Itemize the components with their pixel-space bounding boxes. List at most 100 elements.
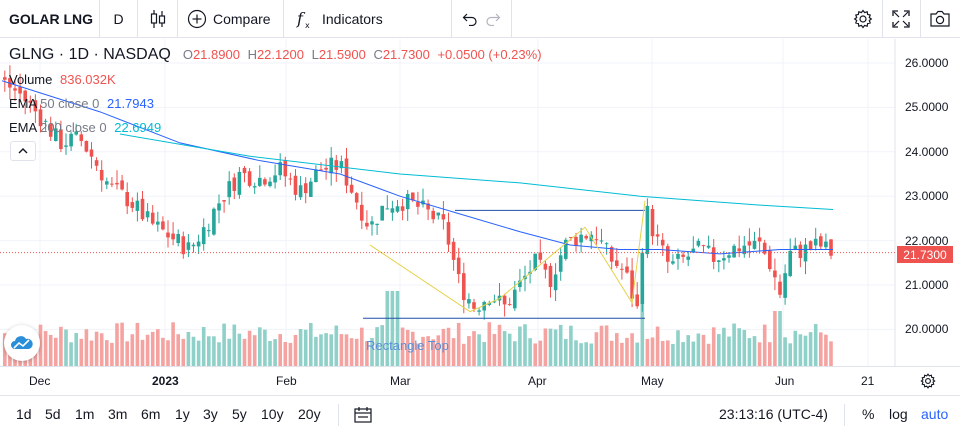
candle-body — [487, 302, 492, 305]
volume-bar — [711, 327, 716, 366]
volume-bar — [99, 333, 104, 366]
chart-legend: GLNG · 1D · NASDAQ O21.8900 H22.1200 L21… — [9, 46, 546, 64]
tradingview-logo[interactable] — [4, 325, 40, 361]
time-axis-label: Jun — [775, 374, 795, 388]
svg-text:x: x — [305, 21, 310, 29]
volume-bar — [365, 341, 369, 366]
volume-bar — [701, 334, 706, 366]
candle-body — [89, 149, 94, 157]
ema200-legend[interactable]: EMA 200 close 0 22.6949 — [9, 120, 162, 135]
range-3y[interactable]: 3y — [203, 406, 218, 422]
volume-bar — [186, 331, 191, 366]
volume-bar — [538, 340, 543, 366]
range-1y[interactable]: 1y — [175, 406, 190, 422]
volume-bar — [360, 327, 364, 366]
candle-body — [191, 244, 196, 247]
ema50-legend[interactable]: EMA 50 close 0 21.7943 — [9, 96, 154, 111]
candle-body — [120, 180, 124, 190]
volume-bar — [456, 322, 461, 366]
candle-body — [492, 301, 497, 303]
candle-body — [411, 192, 415, 201]
candle-body — [314, 169, 318, 183]
candle-body — [360, 204, 364, 221]
volume-bar — [742, 329, 747, 366]
compare-plus-icon — [187, 9, 207, 28]
range-1m[interactable]: 1m — [75, 406, 95, 422]
volume-bar — [502, 331, 507, 366]
volume-bar — [752, 336, 757, 366]
change-value: +0.0500 (+0.23%) — [437, 47, 542, 62]
percent-scale-toggle[interactable]: % — [862, 406, 875, 422]
candle-body — [273, 175, 277, 183]
candle-body — [74, 131, 78, 135]
fullscreen-button[interactable] — [882, 0, 920, 38]
volume-bar — [84, 329, 89, 366]
volume-bar — [64, 329, 68, 366]
candle-body — [615, 260, 619, 266]
volume-bar — [375, 327, 379, 366]
range-20y[interactable]: 20y — [298, 406, 321, 422]
volume-bar — [558, 324, 563, 366]
chart-type-button[interactable] — [138, 0, 178, 38]
candle-body — [548, 265, 553, 287]
candle-body — [543, 263, 548, 270]
candle-body — [640, 252, 645, 305]
volume-bar — [227, 338, 231, 366]
candle-body — [309, 181, 313, 197]
candle-body — [803, 244, 808, 262]
screenshot-button[interactable] — [921, 0, 959, 38]
range-1d[interactable]: 1d — [16, 406, 32, 422]
candle-body — [599, 240, 604, 242]
candle-body — [747, 241, 752, 246]
candle-body — [558, 255, 563, 272]
volume-bar — [798, 334, 803, 366]
candle-body — [176, 233, 180, 244]
indicators-label: Indicators — [322, 10, 383, 27]
price-axis-label: 26.0000 — [905, 56, 949, 70]
candle-body — [426, 203, 430, 210]
volume-bar — [298, 329, 303, 366]
log-scale-toggle[interactable]: log — [889, 406, 908, 422]
compare-button[interactable]: Compare — [178, 0, 284, 38]
candle-body — [717, 260, 721, 263]
undo-icon[interactable] — [462, 12, 478, 26]
time-axis[interactable]: Dec 2023 Feb Mar Apr May Jun 21 — [0, 366, 960, 394]
candle-body — [150, 212, 155, 224]
legend-collapse-button[interactable] — [10, 141, 36, 161]
compare-label: Compare — [213, 10, 271, 27]
volume-bar — [145, 334, 150, 366]
candle-body — [201, 227, 206, 245]
axis-settings-gear-icon[interactable] — [920, 373, 936, 389]
range-6m[interactable]: 6m — [141, 406, 161, 422]
candle-body — [293, 175, 298, 195]
candle-body — [752, 240, 757, 249]
symbol-search[interactable]: GOLAR LNG — [0, 0, 100, 38]
candle-body — [140, 198, 145, 220]
redo-icon[interactable] — [485, 12, 501, 26]
volume-legend[interactable]: Volume 836.032K — [9, 72, 116, 87]
price-chart[interactable]: Rectangle Top — [0, 39, 960, 366]
range-5d[interactable]: 5d — [45, 406, 61, 422]
date-range-calendar-icon[interactable] — [354, 406, 372, 423]
candle-body — [135, 200, 140, 211]
candle-body — [778, 281, 782, 295]
candle-body — [650, 208, 655, 237]
range-10y[interactable]: 10y — [261, 406, 284, 422]
volume-bar — [370, 338, 374, 366]
candle-body — [59, 129, 63, 149]
auto-scale-toggle[interactable]: auto — [921, 406, 949, 422]
candle-body — [732, 245, 736, 258]
volume-bar — [462, 343, 466, 366]
candle-body — [783, 273, 787, 298]
range-3m[interactable]: 3m — [108, 406, 128, 422]
candle-body — [467, 299, 471, 304]
range-5y[interactable]: 5y — [232, 406, 247, 422]
candle-body — [186, 242, 191, 250]
candle-body — [635, 294, 639, 307]
volume-bar — [747, 338, 752, 366]
settings-button[interactable] — [844, 0, 882, 38]
volume-bar — [518, 326, 522, 366]
interval-button[interactable]: D — [100, 0, 138, 38]
clock-timezone[interactable]: 23:13:16 (UTC-4) — [719, 406, 828, 422]
